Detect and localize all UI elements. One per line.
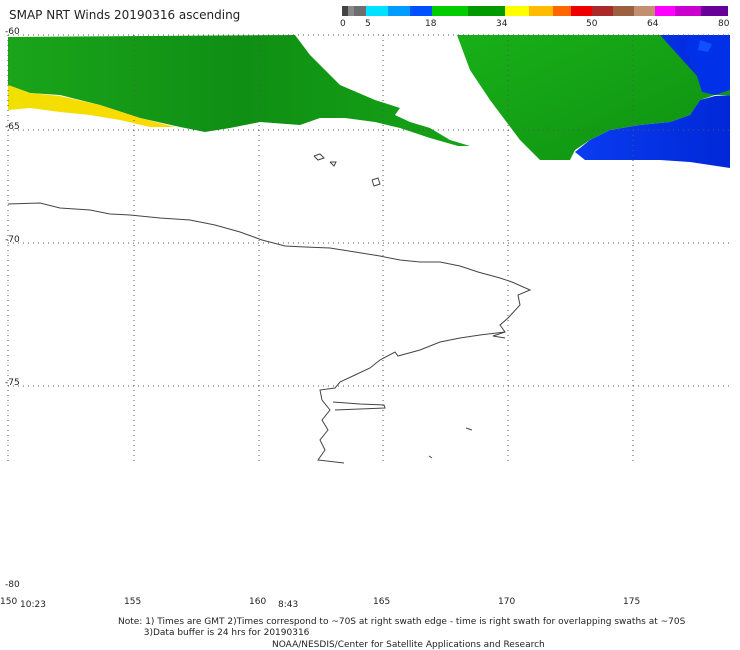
swath-left-yellow: [8, 85, 175, 127]
colorbar-label-50: 50: [586, 19, 598, 29]
lon-label-170: 170: [498, 597, 516, 607]
lon-label-165: 165: [373, 597, 391, 607]
note-line: Note: 1) Times are GMT 2)Times correspon…: [118, 617, 686, 627]
colorbar-label-80: 80: [718, 19, 730, 29]
lat-label--60: -60: [5, 27, 20, 37]
lon-label-150: 150: [0, 597, 18, 607]
colorbar-label-18: 18: [425, 19, 437, 29]
swath-right-blue: [575, 35, 730, 168]
lon-label-155: 155: [124, 597, 142, 607]
note-text: Note: 1) Times are GMT 2)Times correspon…: [118, 617, 685, 639]
credit-text: NOAA/NESDIS/Center for Satellite Applica…: [272, 640, 545, 650]
lat-label--65: -65: [5, 122, 20, 132]
lon-label-160: 160: [249, 597, 267, 607]
wind-speed-colorbar: [342, 6, 728, 16]
swath-right-green: [457, 35, 730, 160]
note-line: 3)Data buffer is 24 hrs for 20190316: [118, 628, 310, 638]
colorbar-label-34: 34: [496, 19, 508, 29]
swath-left-green: [8, 35, 470, 146]
lat-label--70: -70: [5, 235, 20, 245]
antarctic-coastline: [7, 153, 532, 464]
colorbar-label-64: 64: [647, 19, 659, 29]
swath-time-label: 8:43: [278, 600, 299, 610]
swath-time-label: 10:23: [20, 600, 46, 610]
lon-label-175: 175: [623, 597, 641, 607]
map-title: SMAP NRT Winds 20190316 ascending: [9, 8, 241, 22]
colorbar-label-0: 0: [340, 19, 346, 29]
wind-swaths: [8, 35, 730, 168]
lat-label--75: -75: [5, 378, 20, 388]
colorbar-label-5: 5: [365, 19, 371, 29]
lat-label--80: -80: [5, 580, 20, 590]
graticule: [7, 34, 730, 465]
